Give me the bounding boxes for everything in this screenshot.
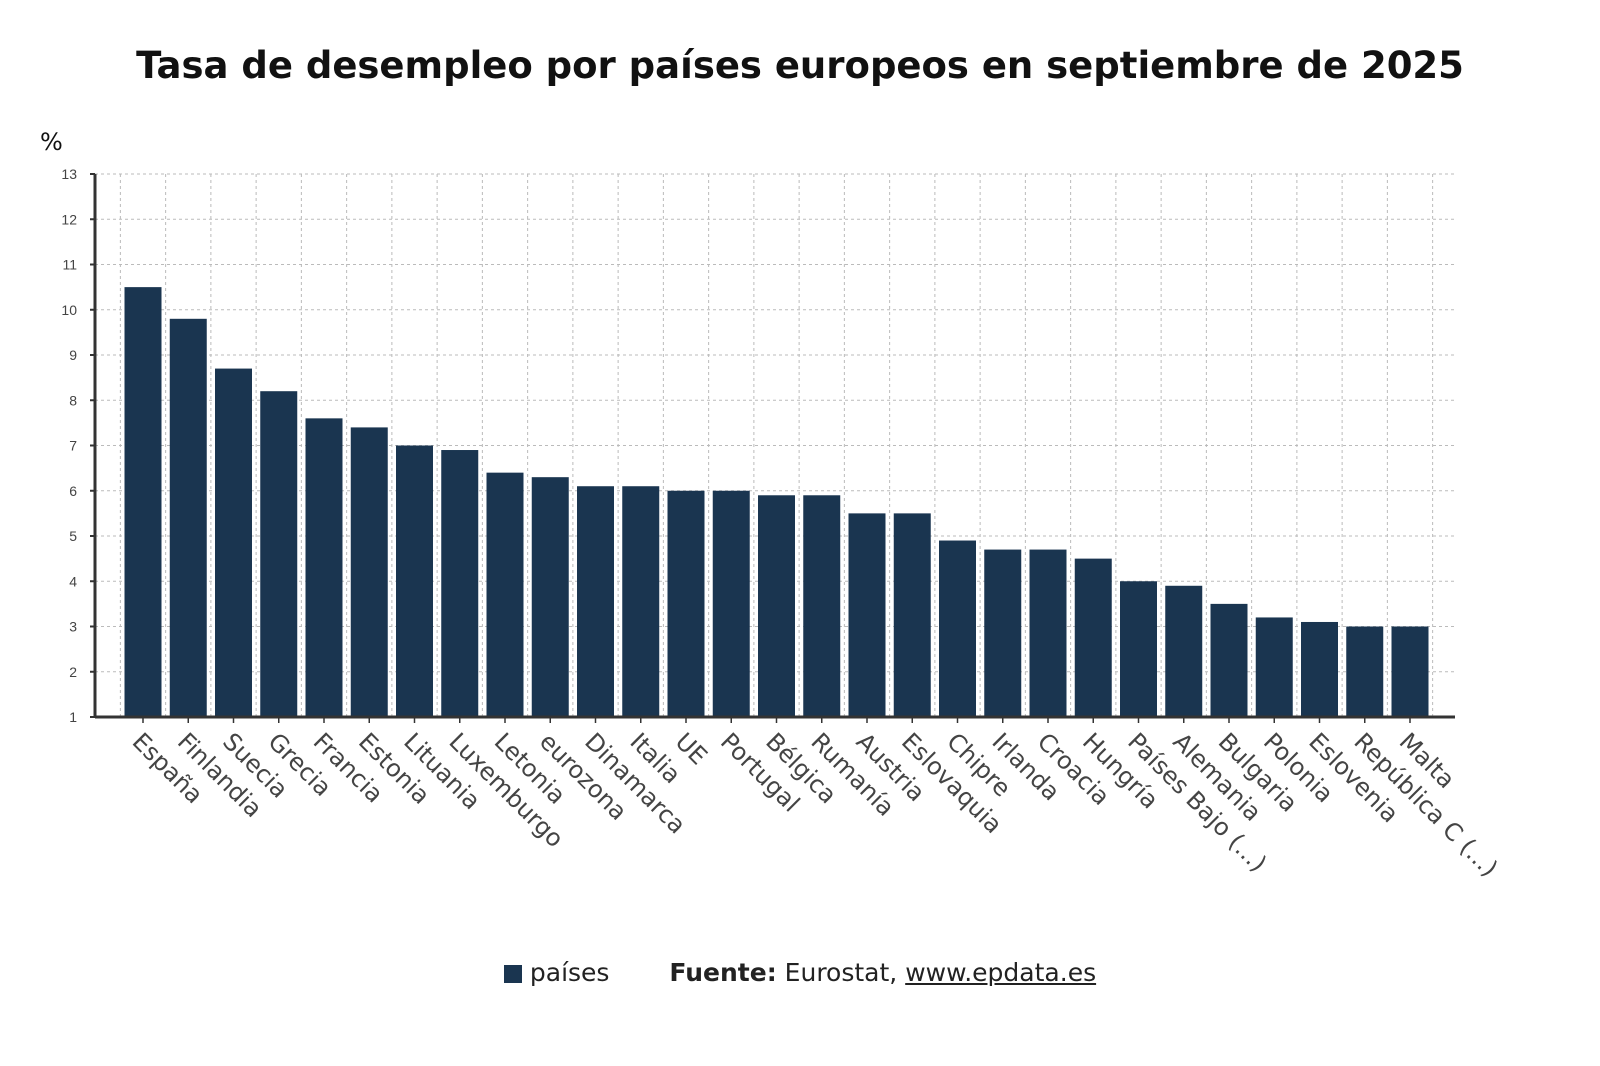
- bar-Irlanda: [984, 549, 1022, 717]
- bar-Bulgaria: [1210, 603, 1248, 717]
- bar-Alemania: [1165, 585, 1203, 717]
- bar-Malta: [1391, 626, 1429, 717]
- y-tick-label: 4: [69, 573, 77, 589]
- source-link[interactable]: www.epdata.es: [905, 958, 1097, 987]
- bar-Suecia: [215, 368, 252, 717]
- source-note: Fuente: Eurostat, www.epdata.es: [669, 958, 1096, 987]
- y-tick-label: 3: [69, 619, 77, 635]
- legend-label: países: [529, 958, 610, 987]
- bar-Letonia: [486, 472, 524, 717]
- bar-Chipre: [939, 540, 976, 717]
- bar-Austria: [848, 513, 886, 717]
- bar-Italia: [622, 486, 660, 717]
- bar-Grecia: [260, 391, 298, 717]
- y-tick-label: 6: [69, 483, 77, 499]
- bar-Luxemburgo: [441, 450, 479, 717]
- y-tick-label: 7: [69, 438, 77, 454]
- y-tick-label: 2: [69, 664, 77, 680]
- y-tick-label: 13: [61, 166, 77, 182]
- bar-España: [124, 287, 162, 717]
- bar-eurozona: [531, 477, 569, 717]
- bar-Lituania: [396, 445, 433, 717]
- chart-title: Tasa de desempleo por países europeos en…: [136, 44, 1464, 87]
- bar-Polonia: [1255, 617, 1293, 717]
- y-axis-unit: %: [40, 128, 63, 156]
- source-label: Fuente:: [669, 958, 777, 987]
- source-text: Eurostat,: [784, 958, 898, 987]
- bar-Bélgica: [758, 495, 795, 717]
- y-tick-label: 5: [69, 528, 77, 544]
- bar-Finlandia: [169, 318, 207, 717]
- bar-Eslovaquia: [893, 513, 931, 717]
- bar-UE: [667, 490, 705, 717]
- y-tick-label: 9: [69, 347, 77, 363]
- bar-Hungría: [1074, 558, 1112, 717]
- y-tick-label: 11: [62, 257, 77, 273]
- bar-chart: 12345678910111213EspañaFinlandiaSueciaGr…: [61, 166, 1503, 882]
- legend-swatch: [503, 965, 522, 983]
- bar-Rumanía: [803, 495, 841, 717]
- bar-Francia: [305, 418, 343, 717]
- bar-Dinamarca: [577, 486, 614, 717]
- bar-Países Bajo (...): [1120, 581, 1157, 717]
- y-tick-label: 8: [69, 392, 77, 408]
- bar-Eslovenia: [1301, 621, 1338, 717]
- bar-Estonia: [350, 427, 388, 717]
- legend: países Fuente: Eurostat, www.epdata.es: [0, 958, 1600, 987]
- y-tick-label: 12: [61, 211, 77, 227]
- y-tick-label: 1: [69, 709, 77, 725]
- bar-Portugal: [712, 490, 750, 717]
- bar-República C (...): [1346, 626, 1384, 717]
- y-tick-label: 10: [61, 302, 77, 318]
- bar-Croacia: [1029, 549, 1067, 717]
